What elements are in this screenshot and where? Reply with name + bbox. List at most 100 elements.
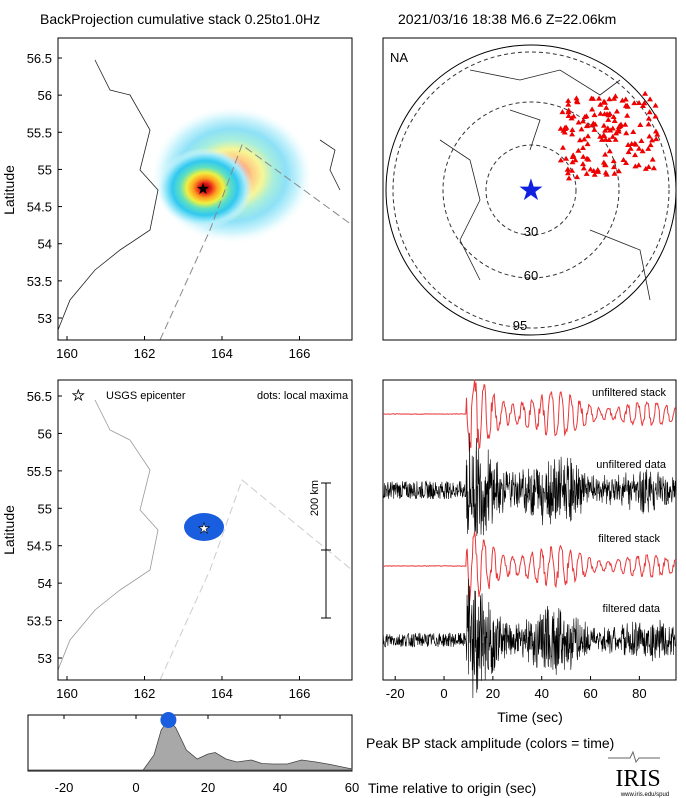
station-marker [602, 151, 609, 157]
station-marker [587, 166, 594, 172]
station-marker [612, 136, 619, 142]
station-marker [583, 170, 590, 176]
station-marker [611, 95, 618, 101]
station-marker [653, 136, 660, 142]
station-marker [580, 165, 587, 171]
y-axis-label: Latitude [1, 165, 17, 215]
ring-label: 95 [513, 318, 527, 333]
x-tick-label: 0 [132, 780, 139, 795]
figure-title: BackProjection cumulative stack 0.25to1.… [40, 11, 320, 27]
station-marker [620, 157, 627, 163]
x-axis-label: Time (sec) [497, 709, 563, 725]
station-marker [557, 125, 564, 131]
station-marker [565, 175, 572, 181]
station-marker [590, 95, 597, 101]
station-marker [591, 171, 598, 177]
station-marker [646, 133, 653, 139]
x-tick-label: 160 [56, 686, 78, 701]
iris-logo: IRIS www.iris.edu/spud [608, 750, 669, 798]
station-marker [615, 126, 622, 132]
station-markers [557, 90, 661, 181]
station-marker [611, 170, 618, 176]
trace-label: filtered stack [598, 533, 660, 545]
stack-heat [157, 148, 253, 228]
station-marker [565, 112, 572, 118]
epicenter-star-icon: ★ [198, 520, 211, 536]
station-marker [559, 109, 566, 115]
station-marker [642, 90, 649, 96]
station-marker [594, 167, 601, 173]
station-marker [609, 125, 616, 131]
station-marker [652, 102, 659, 108]
maxima-map-panel: ★ ★ USGS epicenter dots: local maxima 20… [1, 379, 353, 701]
station-marker [619, 97, 626, 103]
station-marker [563, 155, 570, 161]
svg-text:www.iris.edu/spud: www.iris.edu/spud [620, 792, 669, 798]
epicenter-star-icon: ★ [518, 174, 545, 207]
station-marker [610, 164, 617, 170]
station-marker [652, 128, 659, 134]
station-marker [645, 145, 652, 151]
station-marker [590, 120, 597, 126]
station-marker [635, 162, 642, 168]
station-marker [584, 133, 591, 139]
station-marker [613, 108, 620, 114]
station-marker [584, 141, 591, 147]
station-marker [618, 121, 625, 127]
station-marker [569, 167, 576, 173]
station-marker [607, 127, 614, 133]
legend-maxima: dots: local maxima [257, 390, 349, 402]
y-tick-label: 54 [38, 576, 52, 591]
station-marker [596, 95, 603, 101]
plate-boundary [159, 144, 352, 340]
station-marker [636, 100, 643, 106]
station-marker [573, 95, 580, 101]
station-marker [606, 148, 613, 154]
x-tick-label: 162 [134, 346, 156, 361]
ring-label: 30 [524, 224, 538, 239]
island-coast [319, 139, 341, 191]
station-marker [564, 170, 571, 176]
continent-outlines [439, 69, 651, 301]
scale-bar-label: 200 km [309, 480, 321, 516]
station-marker [578, 126, 585, 132]
x-tick-label: 40 [273, 780, 287, 795]
station-marker [654, 131, 661, 137]
station-marker [565, 97, 572, 103]
station-marker [570, 113, 577, 119]
ring-95 [392, 51, 670, 329]
station-marker [645, 121, 652, 127]
y-tick-label: 55.5 [27, 464, 52, 479]
station-marker [575, 119, 582, 125]
station-marker [603, 171, 610, 177]
station-marker [647, 142, 654, 148]
station-marker [564, 166, 571, 172]
x-tick-label: 60 [583, 686, 597, 701]
event-info: 2021/03/16 18:38 M6.6 Z=22.06km [398, 11, 616, 27]
station-marker [589, 106, 596, 112]
frame [57, 379, 353, 681]
station-marker [649, 156, 656, 162]
x-tick-label: 80 [632, 686, 646, 701]
station-marker [624, 103, 631, 109]
station-marker [591, 112, 598, 118]
x-tick-label: 60 [345, 780, 359, 795]
station-marker [613, 130, 620, 136]
panel-title: Peak BP stack amplitude (colors = time) [366, 735, 614, 751]
station-marker [642, 165, 649, 171]
station-marker [601, 99, 608, 105]
x-tick-label: 20 [201, 780, 215, 795]
station-marker [652, 113, 659, 119]
station-marker [605, 112, 612, 118]
station-marker [574, 174, 581, 180]
station-marker [572, 157, 579, 163]
y-tick-label: 54.5 [27, 200, 52, 215]
station-marker [584, 155, 591, 161]
station-marker [601, 161, 608, 167]
y-tick-label: 53.5 [27, 614, 52, 629]
peak-time-marker [160, 712, 177, 728]
station-marker [609, 133, 616, 139]
station-marker [581, 136, 588, 142]
station-marker [600, 132, 607, 138]
station-marker [569, 126, 576, 132]
